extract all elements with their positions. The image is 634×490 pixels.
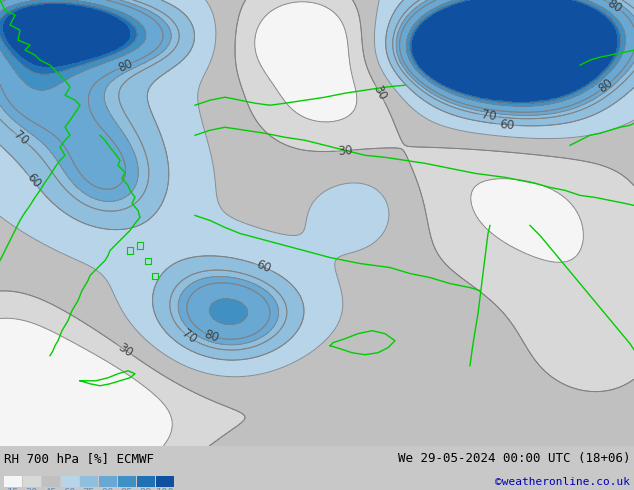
Bar xyxy=(99,476,117,487)
Text: 80: 80 xyxy=(116,57,134,75)
Bar xyxy=(4,476,22,487)
Text: 30: 30 xyxy=(26,488,38,490)
Bar xyxy=(42,476,60,487)
Text: 70: 70 xyxy=(11,128,31,148)
Text: RH 700 hPa [%] ECMWF: RH 700 hPa [%] ECMWF xyxy=(4,452,154,465)
Bar xyxy=(137,476,155,487)
Text: 45: 45 xyxy=(45,488,57,490)
Bar xyxy=(23,476,41,487)
Text: 99: 99 xyxy=(139,488,152,490)
Text: 100: 100 xyxy=(155,488,174,490)
Bar xyxy=(118,476,136,487)
Text: 80: 80 xyxy=(596,76,616,96)
Bar xyxy=(61,476,79,487)
Text: 75: 75 xyxy=(83,488,95,490)
Text: 30: 30 xyxy=(371,84,389,103)
Text: 15: 15 xyxy=(7,488,19,490)
Bar xyxy=(80,476,98,487)
Text: 80: 80 xyxy=(202,327,221,344)
Text: 30: 30 xyxy=(338,144,353,158)
Text: ©weatheronline.co.uk: ©weatheronline.co.uk xyxy=(495,477,630,487)
Text: 60: 60 xyxy=(23,171,43,191)
Text: 60: 60 xyxy=(499,118,515,132)
Text: We 29-05-2024 00:00 UTC (18+06): We 29-05-2024 00:00 UTC (18+06) xyxy=(398,452,630,465)
Text: 90: 90 xyxy=(101,488,114,490)
Text: 70: 70 xyxy=(480,108,497,123)
Text: 95: 95 xyxy=(120,488,133,490)
Bar xyxy=(156,476,174,487)
Text: 30: 30 xyxy=(115,341,135,360)
Text: 80: 80 xyxy=(604,0,624,15)
Text: 60: 60 xyxy=(64,488,76,490)
Text: 60: 60 xyxy=(254,258,272,276)
Text: 70: 70 xyxy=(179,327,198,346)
